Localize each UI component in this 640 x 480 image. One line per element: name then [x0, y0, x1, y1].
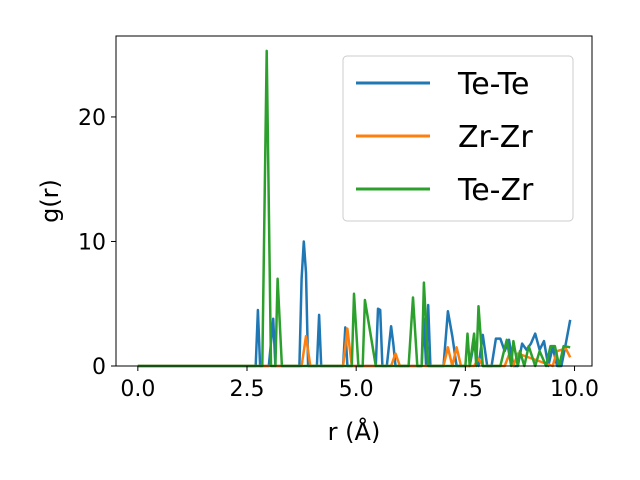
plot-frame [115, 35, 593, 367]
y-tick-label: 0 [92, 355, 106, 380]
x-axis: 0.0 2.5 5.0 7.5 10.0 [120, 366, 599, 402]
x-tick-label: 2.5 [230, 377, 265, 402]
legend-label: Te-Te [457, 67, 529, 102]
y-axis: 0 10 20 [78, 106, 116, 380]
x-tick-label: 10.0 [550, 377, 599, 402]
x-tick-label: 5.0 [339, 377, 374, 402]
y-axis-label: g(r) [36, 179, 64, 223]
legend-frame [342, 55, 574, 222]
x-tick-label: 0.0 [120, 377, 155, 402]
legend-label: Te-Zr [457, 173, 534, 208]
legend-label: Zr-Zr [458, 120, 533, 155]
y-tick-label: 10 [78, 230, 106, 255]
legend: Te-Te Zr-Zr Te-Zr [342, 55, 574, 222]
x-tick-label: 7.5 [448, 377, 483, 402]
x-axis-label: r (Å) [328, 417, 381, 446]
y-tick-label: 20 [78, 106, 106, 131]
